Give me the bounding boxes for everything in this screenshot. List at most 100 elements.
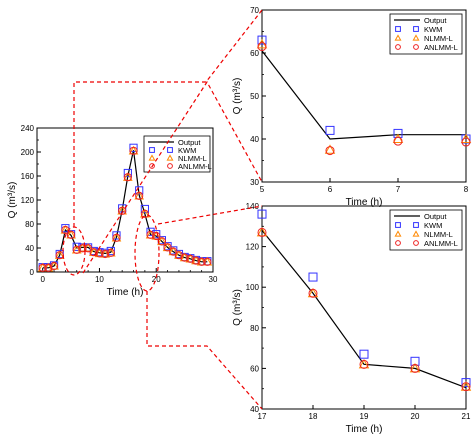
y-tick-label: 40 [25,244,34,253]
y-tick-label: 140 [246,202,260,211]
data-point-kwm [140,204,149,214]
data-point-anlmm [78,244,87,253]
series-line-output [261,229,467,389]
x-tick-label: 18 [309,412,318,421]
legend-marker-kwm [413,26,419,32]
data-point-anlmm [118,206,127,215]
data-point-anlmm [180,253,189,262]
data-point-anlmm [129,146,138,155]
data-point-nlmm [392,133,404,144]
legend-marker-kwm [167,147,173,153]
data-point-anlmm [359,359,369,369]
legend-marker-kwm [395,26,401,32]
y-tick-label: 30 [250,178,259,187]
data-point-anlmm [89,248,98,257]
legend-marker-anlmm [413,44,419,50]
data-point-anlmm [72,245,81,254]
connector-upper-top [73,9,263,227]
data-point-anlmm [163,243,172,252]
legend-label-nlmm: NLMM-L [424,230,453,239]
x-axis-label: Time (h) [346,197,383,208]
data-point-nlmm [324,144,336,154]
chart-panel-2: 5 6 7 8 30 40 50 60 70 Time (h) Q (m³/s) OutputKWMN… [232,6,472,208]
y-tick-label: 240 [21,124,35,133]
legend-marker-nlmm [394,230,402,237]
legend-marker-kwm [413,222,419,228]
data-point-anlmm [308,288,318,298]
legend-marker-nlmm [148,154,156,161]
legend-marker-nlmm [166,154,174,161]
data-point-anlmm [140,209,149,218]
x-tick-label: 7 [396,185,401,194]
series-line-output [261,50,466,140]
data-point-anlmm [49,261,59,271]
legend-label-output: Output [424,212,447,221]
data-point-anlmm [106,248,115,257]
data-point-nlmm [256,38,268,49]
data-point-anlmm [83,244,93,253]
data-point-anlmm [169,247,178,256]
legend-label-nlmm: NLMM-L [424,34,453,43]
x-tick-label: 20 [411,412,420,421]
connector-lower-top [157,205,263,225]
y-tick-label: 120 [21,196,35,205]
x-tick-label: 10 [95,275,104,284]
connector-lower-bottom [146,291,263,410]
x-tick-label: 19 [360,412,369,421]
y-tick-label: 100 [246,283,260,292]
data-point-kwm [257,35,267,45]
y-tick-label: 200 [21,148,35,157]
legend-label-kwm: KWM [424,25,442,34]
legend-marker-anlmm [395,44,401,50]
data-point-anlmm [393,136,403,146]
legend-box [389,209,463,251]
data-point-anlmm [112,233,121,242]
y-axis-label: Q (m³/s) [232,78,243,115]
data-point-anlmm [325,146,335,156]
data-point-kwm [308,272,318,282]
data-point-anlmm [257,227,267,237]
x-tick-label: 21 [462,412,471,421]
y-tick-label: 80 [25,220,34,229]
data-point-anlmm [174,251,184,260]
legend-label-output: Output [424,16,447,25]
legend-label-anlmm: ANLMM-L [178,162,212,171]
series-line-output [42,150,208,269]
legend-marker-nlmm [412,230,420,237]
data-point-anlmm [101,249,110,259]
y-axis-label: Q (m³/s) [232,289,243,326]
data-point-anlmm [152,231,161,241]
data-point-anlmm [410,363,420,373]
x-tick-label: 20 [152,275,161,284]
data-point-kwm [461,378,471,388]
chart-panel-1: 0 10 20 30 0 40 80 120 160 200 240 Time (h) Q (m³/s)… [7,124,218,298]
data-point-anlmm [66,230,76,239]
data-point-anlmm [191,256,201,265]
data-point-anlmm [461,382,471,392]
data-point-kwm [123,168,132,178]
data-point-kwm [325,125,335,135]
data-point-anlmm [38,263,47,272]
legend-label-anlmm: ANLMM-L [424,239,458,248]
x-tick-label: 6 [328,185,333,194]
y-tick-label: 60 [250,49,259,58]
x-tick-label: 17 [258,412,267,421]
y-tick-label: 120 [246,243,260,252]
x-tick-label: 5 [260,185,265,194]
legend-marker-anlmm [149,163,155,169]
legend-marker-anlmm [167,163,173,169]
x-axis-label: Time (h) [346,424,383,435]
chart-panel-3: 17 18 19 20 21 40 60 80 100 120 140 Time (h) Q (m³/s… [232,202,472,435]
legend-label-kwm: KWM [178,146,196,155]
y-axis-label: Q (m³/s) [7,182,18,219]
data-point-anlmm [197,257,206,266]
data-point-kwm [410,356,420,366]
legend-marker-kwm [149,147,155,153]
data-point-kwm [146,227,155,236]
legend-label-output: Output [178,138,201,147]
legend-label-kwm: KWM [424,221,442,230]
x-tick-label: 8 [464,185,469,194]
zoom-ellipse-2 [134,214,160,292]
x-tick-label: 0 [40,275,45,284]
